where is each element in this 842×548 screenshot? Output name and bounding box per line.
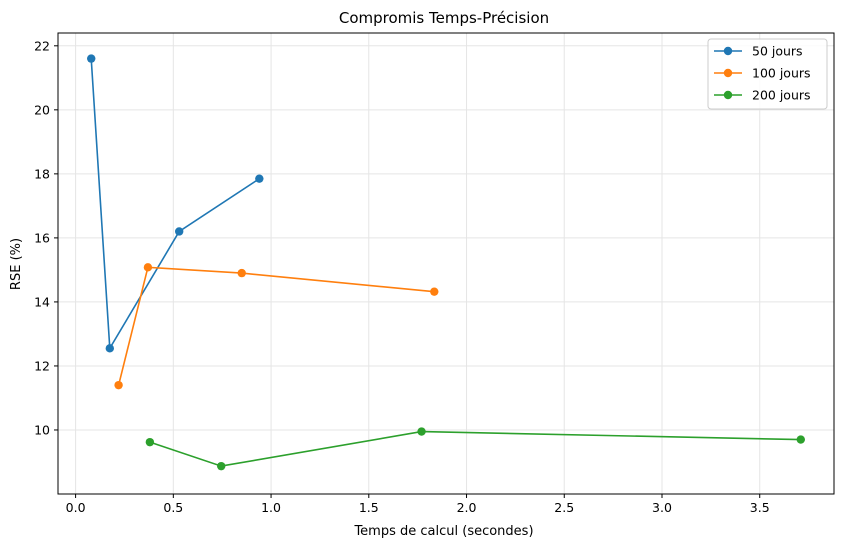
plot-frame (57, 32, 835, 495)
legend-item: 100 jours (714, 66, 811, 81)
data-point (174, 227, 184, 236)
legend-marker (723, 46, 733, 56)
plot-series (87, 54, 805, 471)
y-tick-label: 14 (34, 294, 50, 309)
series-line (117, 266, 435, 386)
legend-box (707, 38, 828, 110)
series-line (149, 430, 801, 467)
data-point (417, 427, 426, 436)
legend-marker (723, 90, 733, 100)
legend-item: 200 jours (714, 88, 811, 103)
x-tick-label: 0.5 (163, 500, 183, 515)
data-point (87, 54, 96, 63)
y-tick-label: 20 (34, 102, 50, 117)
legend-label: 100 jours (752, 66, 811, 81)
x-axis-label: Temps de calcul (secondes) (353, 524, 533, 539)
y-tick-label: 18 (34, 166, 50, 181)
x-tick-label: 3.0 (652, 500, 672, 515)
y-tick-label: 22 (34, 38, 50, 53)
series-1 (87, 54, 264, 353)
grid (58, 33, 834, 494)
y-axis-label: RSE (%) (9, 238, 24, 290)
legend-marker (723, 68, 733, 78)
data-point (255, 174, 264, 183)
x-tick-label: 2.0 (457, 500, 477, 515)
data-point (237, 268, 246, 278)
y-tick-label: 10 (34, 422, 50, 437)
y-tick-label: 12 (34, 358, 50, 373)
x-tick-label: 0.0 (66, 500, 86, 515)
legend-label: 50 jours (752, 44, 803, 59)
legend: 50 jours 100 jours 200 jours (707, 38, 828, 110)
axis-ticks: 0.0 0.5 1.0 1.5 2.0 2.5 3.0 3.5 10 12 14 16 18 20 22 (34, 38, 770, 515)
series-line (90, 58, 260, 351)
legend-label: 200 jours (752, 88, 811, 103)
data-point (145, 437, 155, 447)
x-tick-label: 3.5 (750, 500, 770, 515)
data-point (217, 461, 226, 471)
data-point (796, 435, 805, 444)
legend-item: 50 jours (714, 44, 803, 59)
x-tick-label: 2.5 (554, 500, 574, 515)
y-tick-label: 16 (34, 230, 50, 245)
x-tick-label: 1.0 (261, 500, 281, 515)
x-tick-label: 1.5 (359, 500, 379, 515)
data-point (105, 344, 114, 353)
chart-title: Compromis Temps-Précision (339, 9, 549, 27)
data-point (430, 287, 439, 296)
series-2 (114, 263, 439, 390)
data-point (143, 263, 153, 272)
data-point (114, 380, 123, 390)
series-3 (145, 427, 805, 471)
